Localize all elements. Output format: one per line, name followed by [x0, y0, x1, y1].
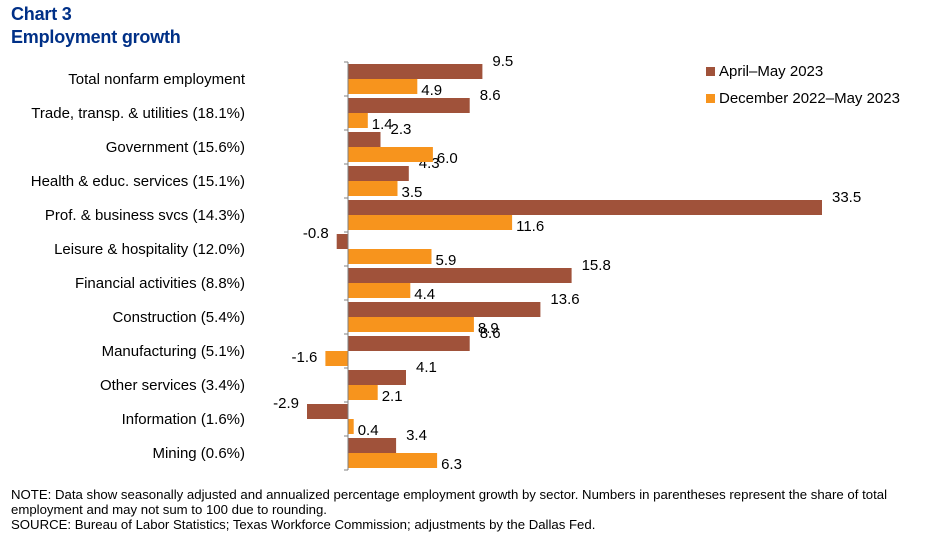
footnotes: NOTE: Data show seasonally adjusted and … [11, 487, 941, 532]
dec-may-bar [348, 419, 354, 434]
category-label: Prof. & business svcs (14.3%) [45, 207, 245, 224]
legend-label-april-may: April–May 2023 [719, 63, 823, 80]
april-may-bar [348, 64, 483, 79]
april-may-bar [348, 438, 397, 453]
dec-may-bar [348, 249, 432, 264]
dec-may-value-label: 6.0 [437, 150, 458, 167]
chart-number: Chart 3 [11, 4, 72, 24]
chart-title: Employment growth [11, 27, 181, 47]
category-label: Leisure & hospitality (12.0%) [54, 241, 245, 258]
dec-may-bar [348, 181, 398, 196]
april-may-value-label: 8.6 [480, 87, 501, 104]
dec-may-value-label: 1.4 [372, 116, 393, 133]
dec-may-bar [325, 351, 348, 366]
dec-may-value-label: -1.6 [292, 349, 318, 366]
april-may-bar [348, 98, 470, 113]
legend-label-dec-may: December 2022–May 2023 [719, 90, 900, 107]
april-may-value-label: 9.5 [492, 53, 513, 70]
april-may-value-label: 8.6 [480, 325, 501, 342]
april-may-value-label: 15.8 [582, 257, 611, 274]
april-may-value-label: 2.3 [391, 121, 412, 138]
dec-may-bar [348, 147, 433, 162]
dec-may-value-label: 2.1 [382, 388, 403, 405]
dec-may-bar [348, 215, 513, 230]
dec-may-value-label: 5.9 [436, 252, 457, 269]
dec-may-value-label: 0.4 [358, 422, 379, 439]
dec-may-value-label: 8.9 [478, 320, 499, 337]
source-text: SOURCE: Bureau of Labor Statistics; Texa… [11, 517, 596, 532]
april-may-bar [348, 132, 381, 147]
dec-may-value-label: 4.9 [421, 82, 442, 99]
dec-may-value-label: 11.6 [516, 218, 544, 235]
employment-growth-chart: Total nonfarm employment Trade, transp. &… [31, 53, 900, 473]
dec-may-bar [348, 79, 418, 94]
dec-may-value-label: 3.5 [402, 184, 423, 201]
april-may-value-label: -2.9 [273, 395, 299, 412]
category-label: Health & educ. services (15.1%) [31, 173, 245, 190]
legend-swatch-dec-may [706, 94, 715, 103]
dec-may-bar [348, 113, 368, 128]
category-label: Information (1.6%) [122, 411, 245, 428]
dec-may-value-label: 6.3 [441, 456, 462, 473]
april-may-bar [348, 336, 470, 351]
april-may-bar [307, 404, 348, 419]
april-may-value-label: 3.4 [406, 427, 427, 444]
category-label: Construction (5.4%) [112, 309, 245, 326]
dec-may-bar [348, 317, 474, 332]
dec-may-bar [348, 283, 411, 298]
april-may-bar [336, 234, 348, 249]
dec-may-value-label: 4.4 [414, 286, 435, 303]
april-may-value-label: -0.8 [303, 225, 329, 242]
legend-swatch-april-may [706, 67, 715, 76]
category-label: Mining (0.6%) [152, 445, 245, 462]
april-may-bar [348, 268, 572, 283]
category-label: Total nonfarm employment [68, 71, 246, 88]
april-may-value-label: 33.5 [832, 189, 861, 206]
category-label: Manufacturing (5.1%) [102, 343, 245, 360]
april-may-bar [348, 302, 541, 317]
april-may-bar [348, 200, 822, 215]
dec-may-bar [348, 453, 438, 468]
dec-may-bar [348, 385, 378, 400]
april-may-value-label: 13.6 [550, 291, 579, 308]
april-may-bar [348, 166, 409, 181]
category-label: Other services (3.4%) [100, 377, 245, 394]
april-may-bar [348, 370, 406, 385]
april-may-value-label: 4.1 [416, 359, 437, 376]
category-label: Financial activities (8.8%) [75, 275, 245, 292]
category-label: Trade, transp. & utilities (18.1%) [31, 105, 245, 122]
category-label: Government (15.6%) [106, 139, 245, 156]
note-text: NOTE: Data show seasonally adjusted and … [11, 487, 887, 517]
